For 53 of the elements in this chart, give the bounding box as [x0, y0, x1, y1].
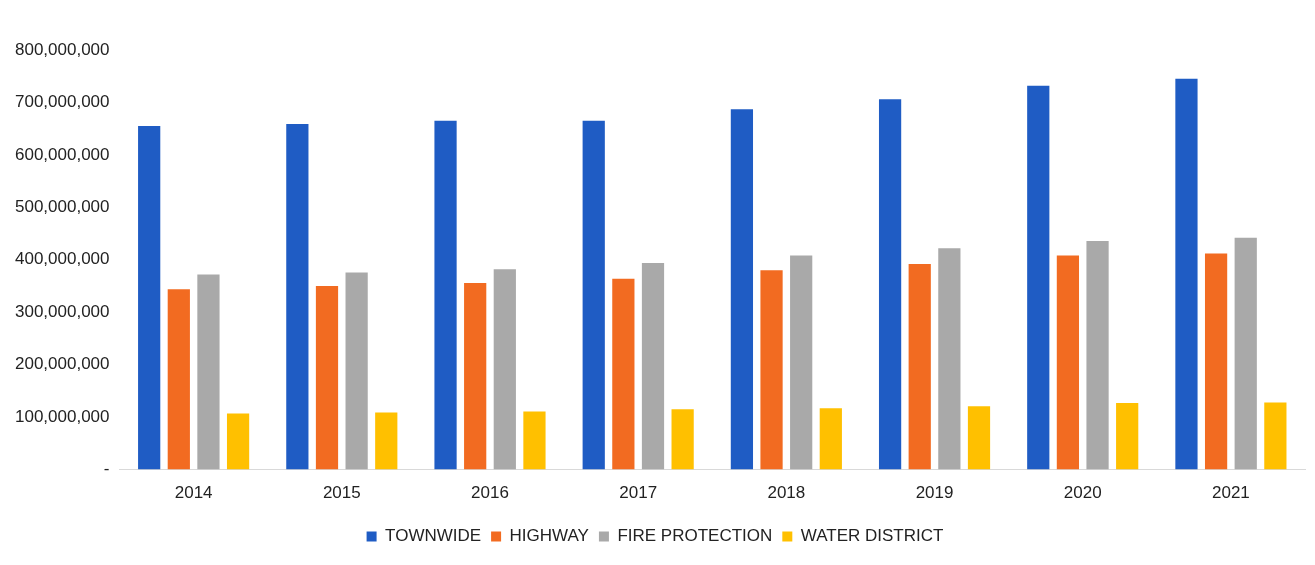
x-tick-label: 2020 — [1063, 483, 1102, 503]
bar — [612, 278, 635, 470]
y-tick-label: 700,000,000 — [14, 92, 110, 112]
y-tick-label: 800,000,000 — [14, 39, 110, 59]
x-tick-label: 2017 — [619, 483, 658, 503]
bar — [790, 255, 813, 470]
bar — [1204, 253, 1228, 470]
bar — [908, 264, 931, 470]
bar — [523, 411, 546, 470]
y-tick-label: 100,000,000 — [14, 406, 110, 426]
bar — [671, 409, 694, 470]
bar — [315, 286, 339, 470]
bar — [138, 126, 161, 470]
y-tick-label: 500,000,000 — [14, 197, 110, 217]
y-tick-label: 200,000,000 — [14, 354, 110, 374]
x-tick-label: 2018 — [767, 483, 806, 503]
x-tick-label: 2019 — [915, 483, 954, 503]
bar — [938, 248, 961, 470]
y-tick-label: 600,000,000 — [14, 144, 110, 164]
bar — [345, 272, 368, 470]
bar — [1234, 237, 1257, 470]
legend-label: HIGHWAY — [509, 526, 589, 546]
bar — [464, 282, 487, 470]
bar — [819, 408, 842, 470]
x-tick-label: 2015 — [322, 483, 361, 503]
bar — [1056, 255, 1080, 470]
bar — [967, 406, 991, 470]
bar — [226, 413, 250, 470]
bar — [878, 99, 902, 470]
bar — [286, 123, 309, 470]
bar — [375, 412, 398, 470]
bar — [493, 269, 516, 470]
bar — [730, 109, 754, 470]
x-tick-label: 2014 — [174, 483, 213, 503]
x-tick-label: 2016 — [471, 483, 509, 503]
bar — [1027, 85, 1050, 470]
y-tick-label: 300,000,000 — [14, 301, 110, 321]
legend-label: TOWNWIDE — [385, 526, 482, 546]
bar — [1175, 78, 1198, 470]
legend-label: WATER DISTRICT — [800, 526, 944, 546]
bar — [760, 270, 783, 470]
bar — [641, 262, 665, 470]
bar — [582, 120, 605, 470]
legend-label: FIRE PROTECTION — [617, 526, 773, 546]
bar — [1264, 402, 1287, 470]
bar — [1086, 240, 1109, 470]
bar — [1116, 402, 1139, 470]
bar — [167, 289, 190, 470]
y-tick-label: 400,000,000 — [14, 249, 110, 269]
y-tick-label: - — [103, 459, 110, 479]
bar — [197, 274, 220, 470]
bar — [434, 120, 457, 470]
x-tick-label: 2021 — [1211, 483, 1250, 503]
